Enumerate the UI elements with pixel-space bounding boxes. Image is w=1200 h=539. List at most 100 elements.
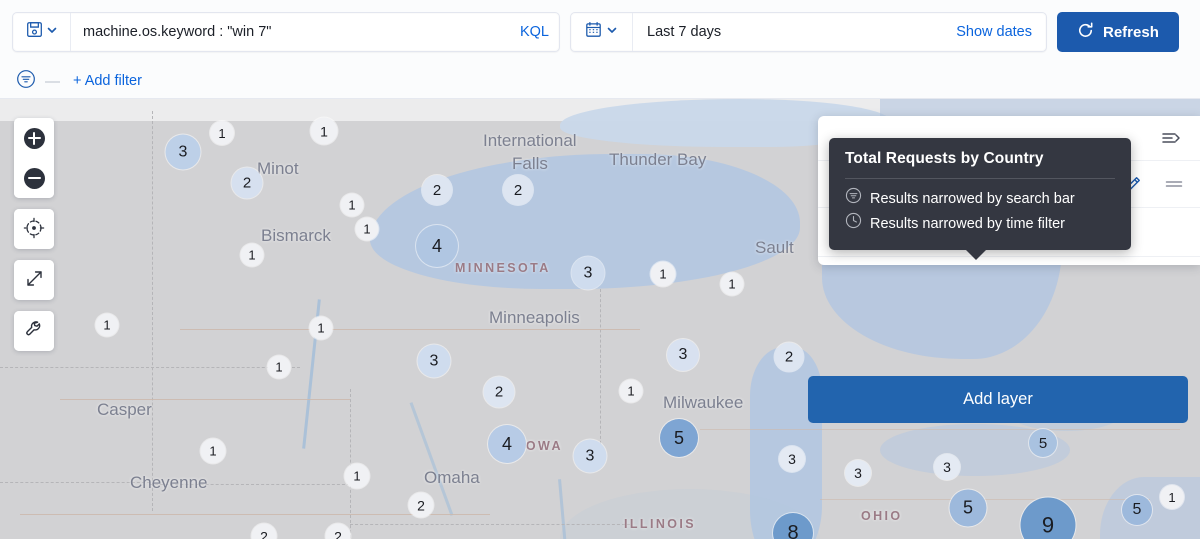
filter-icon[interactable]: [16, 69, 36, 94]
tooltip-title: Total Requests by Country: [845, 150, 1044, 167]
cluster-marker[interactable]: 5: [1122, 495, 1152, 525]
drag-handle-icon[interactable]: [1164, 177, 1184, 191]
cluster-marker[interactable]: 1: [95, 313, 119, 337]
cluster-marker[interactable]: 2: [774, 342, 804, 372]
cluster-marker[interactable]: 9: [1020, 497, 1076, 539]
road-5: [820, 499, 1150, 501]
cluster-marker[interactable]: 4: [488, 425, 526, 463]
cluster-marker[interactable]: 3: [165, 134, 201, 170]
search-input[interactable]: [83, 24, 512, 40]
road-3: [20, 514, 490, 516]
road-4: [700, 429, 1180, 431]
map-label: Bismarck: [261, 226, 331, 245]
cluster-marker[interactable]: 2: [408, 492, 434, 518]
cluster-marker[interactable]: 3: [573, 439, 607, 473]
map-label: Minneapolis: [489, 308, 580, 327]
state-border-h2: [150, 484, 350, 485]
saved-query-button[interactable]: [13, 13, 71, 51]
map-label: IOWA: [520, 439, 563, 453]
cluster-marker[interactable]: 1: [720, 272, 744, 296]
cluster-marker[interactable]: 5: [660, 419, 698, 457]
chevron-down-icon: [606, 23, 618, 41]
filter-bar: — + Add filter: [0, 64, 1200, 99]
zoom-control-group: [14, 118, 54, 198]
map-canvas[interactable]: International Falls Thunder Bay Minot Bismar…: [0, 99, 1200, 539]
cluster-marker[interactable]: 2: [503, 175, 533, 205]
cluster-marker[interactable]: 3: [779, 446, 805, 472]
clock-icon: [845, 212, 862, 237]
map-label: International: [483, 131, 577, 150]
refresh-icon: [1077, 21, 1094, 43]
state-border-v1: [152, 111, 153, 511]
cluster-marker[interactable]: 5: [1029, 429, 1057, 457]
road-1: [180, 329, 640, 331]
cluster-marker[interactable]: 1: [344, 463, 370, 489]
date-picker: Last 7 days Show dates: [570, 12, 1047, 52]
cluster-marker[interactable]: 1: [1160, 485, 1184, 509]
wrench-icon: [24, 319, 45, 343]
map-label: Thunder Bay: [609, 150, 707, 169]
cluster-marker[interactable]: 1: [309, 316, 333, 340]
zoom-out-button[interactable]: [14, 158, 54, 198]
cluster-marker[interactable]: 1: [310, 117, 338, 145]
cluster-marker[interactable]: 5: [949, 489, 987, 527]
cluster-marker[interactable]: 3: [417, 344, 451, 378]
map-toolbar: [14, 118, 54, 351]
cluster-marker[interactable]: 3: [845, 460, 871, 486]
map-label: ILLINOIS: [624, 517, 696, 531]
query-language-button[interactable]: KQL: [519, 24, 549, 40]
map-label: Minot: [257, 159, 299, 178]
cluster-marker[interactable]: 1: [355, 217, 379, 241]
cluster-marker[interactable]: 3: [571, 256, 605, 290]
date-range-display[interactable]: Last 7 days: [647, 24, 722, 40]
zoom-in-button[interactable]: [14, 118, 54, 158]
map-label: Omaha: [424, 468, 480, 487]
cluster-marker[interactable]: 4: [416, 225, 458, 267]
layer-control-panel: Total Requests by Country: [818, 116, 1200, 265]
cluster-marker[interactable]: 1: [619, 379, 643, 403]
map-label: OHIO: [861, 509, 903, 523]
cluster-marker[interactable]: 3: [667, 339, 699, 371]
refresh-button[interactable]: Refresh: [1057, 12, 1179, 52]
tooltip-line-search: Results narrowed by search bar: [845, 187, 1115, 212]
cluster-marker[interactable]: 3: [934, 454, 960, 480]
cluster-marker[interactable]: 2: [325, 523, 351, 539]
cluster-marker[interactable]: 1: [240, 243, 264, 267]
cluster-marker[interactable]: 2: [422, 175, 452, 205]
expand-icon: [24, 268, 45, 292]
road-2: [60, 399, 350, 401]
zoom-out-icon: [23, 167, 45, 189]
state-border-h4: [350, 524, 630, 525]
map-tools-button[interactable]: [14, 311, 54, 351]
map-label: Casper: [97, 400, 152, 419]
cluster-marker[interactable]: 1: [210, 121, 234, 145]
search-bar: KQL: [12, 12, 560, 52]
state-border-h1: [0, 367, 300, 368]
layer-tooltip: Total Requests by Country Results narrow…: [829, 138, 1131, 260]
refresh-label: Refresh: [1103, 23, 1159, 41]
fit-to-data-button[interactable]: [14, 209, 54, 249]
cluster-marker[interactable]: 2: [483, 376, 515, 408]
add-filter-button[interactable]: + Add filter: [73, 73, 142, 89]
calendar-icon: [585, 21, 602, 43]
map-label: Cheyenne: [130, 473, 208, 492]
zoom-in-icon: [23, 127, 45, 149]
add-layer-button[interactable]: Add layer: [808, 376, 1188, 423]
filter-icon: [845, 187, 862, 212]
cluster-marker[interactable]: 1: [267, 355, 291, 379]
cluster-marker[interactable]: 1: [340, 193, 364, 217]
map-label: MINNESOTA: [455, 261, 551, 275]
cluster-marker[interactable]: 8: [773, 513, 813, 539]
fullscreen-button[interactable]: [14, 260, 54, 300]
date-quick-select-button[interactable]: [571, 13, 633, 51]
show-dates-button[interactable]: Show dates: [956, 24, 1032, 40]
cluster-marker[interactable]: 1: [650, 261, 676, 287]
tooltip-arrow: [965, 249, 987, 260]
tools-group: [14, 311, 54, 351]
cluster-marker[interactable]: 1: [200, 438, 226, 464]
cluster-marker[interactable]: 2: [251, 523, 277, 539]
fit-to-data-group: [14, 209, 54, 249]
tooltip-line-time: Results narrowed by time filter: [845, 212, 1115, 237]
collapse-panel-icon[interactable]: [1160, 129, 1182, 147]
cluster-marker[interactable]: 2: [231, 167, 263, 199]
